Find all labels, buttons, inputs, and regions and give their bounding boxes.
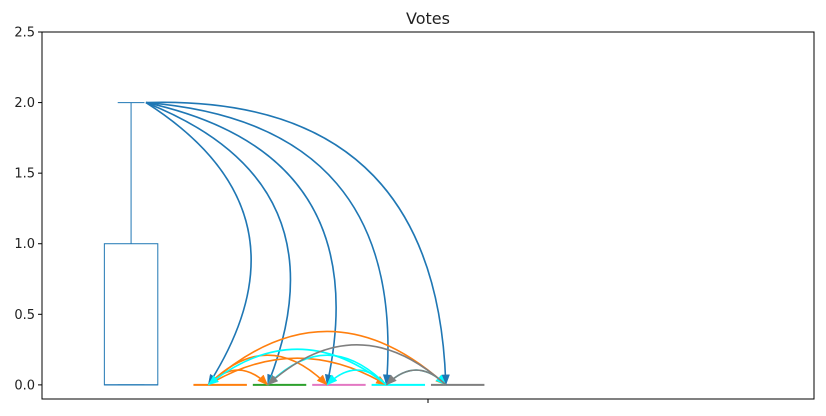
arc-line — [385, 369, 447, 386]
y-tick-label: 2.5 — [14, 26, 35, 41]
y-tick-label: 1.5 — [14, 167, 35, 182]
y-tick-label: 1.0 — [14, 237, 35, 252]
arc-arrowhead — [385, 374, 397, 386]
arc-arrowhead — [316, 374, 328, 386]
chart-title: Votes — [406, 9, 450, 28]
arc-line — [267, 344, 447, 386]
plot-area — [103, 101, 485, 386]
axes: 0.0 0.5 1.0 1.5 2.0 2.5 — [14, 26, 429, 403]
arc-line — [145, 101, 252, 386]
y-tick-label: 0.0 — [14, 378, 35, 393]
arc-line — [207, 348, 387, 386]
arc-arrowhead — [207, 375, 220, 386]
arc-line — [145, 101, 389, 385]
arc-arrowhead — [267, 374, 279, 386]
arc-line — [145, 101, 337, 386]
arc-arrowhead — [257, 374, 269, 386]
arc-line — [145, 101, 292, 386]
box-body — [103, 243, 159, 386]
y-tick-label: 2.0 — [14, 96, 35, 111]
arc-line — [207, 330, 447, 386]
arc-arrowhead — [326, 374, 338, 386]
arc-line — [145, 101, 447, 385]
arc-line — [207, 357, 387, 386]
y-tick-label: 0.5 — [14, 308, 35, 323]
